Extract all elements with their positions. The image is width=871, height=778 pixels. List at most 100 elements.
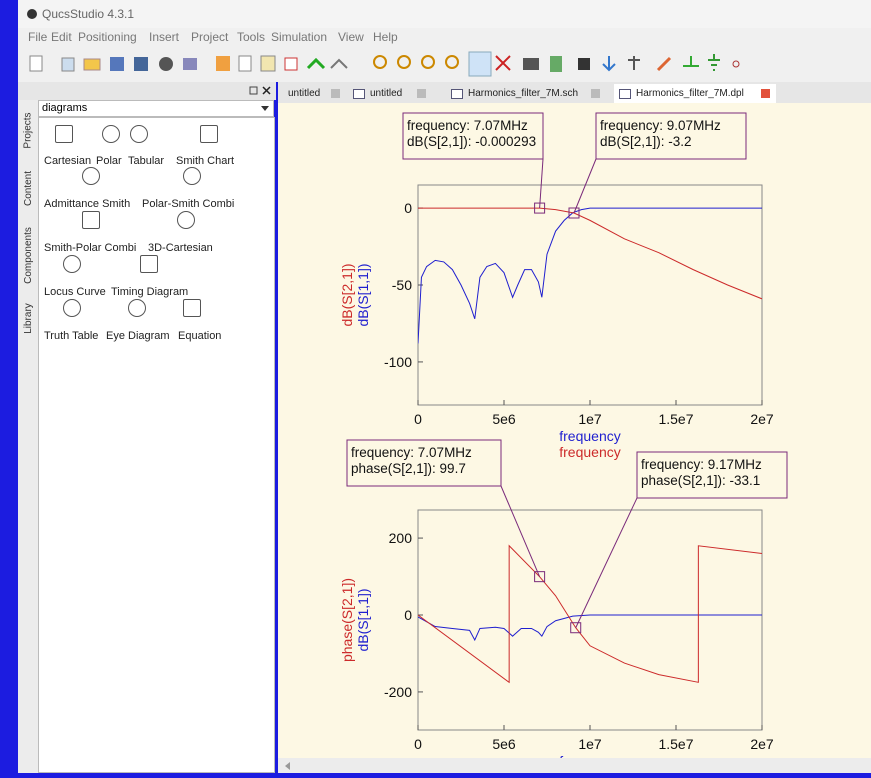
component-label[interactable]: Timing Diagram bbox=[111, 286, 188, 298]
tab-icon bbox=[353, 89, 365, 99]
component-label[interactable]: Polar bbox=[96, 155, 122, 167]
tab-close[interactable] bbox=[417, 89, 426, 98]
x-tick-label: 0 bbox=[414, 411, 422, 427]
toolbar bbox=[18, 46, 871, 82]
series-line bbox=[418, 546, 762, 683]
marker-leader bbox=[574, 159, 596, 213]
tab-label: untitled bbox=[370, 88, 402, 99]
tab-close[interactable] bbox=[331, 89, 340, 98]
x-tick-label: 1e7 bbox=[578, 736, 602, 752]
side-tab[interactable]: Projects bbox=[23, 112, 34, 148]
component-icon[interactable] bbox=[102, 125, 120, 143]
y-tick-label: 0 bbox=[404, 200, 412, 216]
y-axis-label: dB(S[1,1]) bbox=[355, 588, 371, 651]
y-tick-label: 200 bbox=[389, 530, 413, 546]
component-label[interactable]: 3D-Cartesian bbox=[148, 242, 213, 254]
dropdown-arrow bbox=[261, 106, 269, 112]
menu-item[interactable]: Simulation bbox=[271, 30, 327, 44]
component-icon[interactable] bbox=[177, 211, 195, 229]
component-label[interactable]: Truth Table bbox=[44, 330, 98, 342]
component-icon[interactable] bbox=[82, 211, 100, 229]
component-icon[interactable] bbox=[128, 299, 146, 317]
component-icon[interactable] bbox=[183, 167, 201, 185]
component-label[interactable]: Cartesian bbox=[44, 155, 91, 167]
plot-frame bbox=[418, 185, 762, 405]
x-axis-label: frequency bbox=[559, 428, 620, 444]
y-tick-label: 0 bbox=[404, 607, 412, 623]
x-tick-label: 2e7 bbox=[750, 411, 774, 427]
window-title: QucsStudio 4.3.1 bbox=[42, 7, 134, 21]
tab-icon bbox=[451, 89, 463, 99]
menu-item[interactable]: Project bbox=[191, 30, 228, 44]
x-tick-label: 1e7 bbox=[578, 411, 602, 427]
menu-bar: File Edit Positioning Insert Project Tools Sim… bbox=[18, 28, 871, 46]
menu-item[interactable]: View bbox=[338, 30, 364, 44]
document-tab[interactable]: Harmonics_filter_7M.dpl bbox=[614, 84, 776, 103]
app-icon bbox=[24, 6, 40, 22]
tab-close[interactable] bbox=[761, 89, 770, 98]
marker-text: dB(S[2,1]): -3.2 bbox=[600, 134, 692, 149]
scroll-arrow bbox=[278, 758, 298, 773]
y-axis-label: phase(S[2,1]) bbox=[339, 578, 355, 662]
horizontal-scrollbar[interactable] bbox=[278, 758, 871, 773]
side-tab[interactable]: Content bbox=[23, 170, 34, 205]
y-axis-label: dB(S[1,1]) bbox=[355, 263, 371, 326]
marker-text: phase(S[2,1]): -33.1 bbox=[641, 473, 760, 488]
component-icon[interactable] bbox=[82, 167, 100, 185]
component-label[interactable]: Eye Diagram bbox=[106, 330, 170, 342]
toolbar-buttons[interactable] bbox=[30, 52, 739, 76]
document-tab[interactable]: untitled bbox=[284, 84, 346, 103]
toolbar-icons bbox=[18, 46, 871, 82]
plot-frame bbox=[418, 510, 762, 730]
marker-text: dB(S[2,1]): -0.000293 bbox=[407, 134, 536, 149]
marker-text: frequency: 7.07MHz bbox=[351, 445, 472, 460]
component-icon[interactable] bbox=[63, 255, 81, 273]
x-tick-label: 5e6 bbox=[492, 736, 516, 752]
component-label[interactable]: Smith-Polar Combi bbox=[44, 242, 136, 254]
component-label[interactable]: Locus Curve bbox=[44, 286, 106, 298]
side-tab[interactable]: Library bbox=[22, 303, 33, 334]
component-label[interactable]: Tabular bbox=[128, 155, 164, 167]
selector-value: diagrams bbox=[42, 102, 87, 114]
series-line bbox=[418, 615, 762, 640]
menu-item[interactable]: Positioning bbox=[78, 30, 137, 44]
component-label[interactable]: Polar-Smith Combi bbox=[142, 198, 234, 210]
y-tick-label: -200 bbox=[384, 684, 412, 700]
menu-item[interactable]: Help bbox=[373, 30, 398, 44]
component-label[interactable]: Admittance Smith bbox=[44, 198, 130, 210]
menu-item[interactable]: Edit bbox=[51, 30, 72, 44]
series-line bbox=[418, 208, 762, 299]
document-tab[interactable]: untitled bbox=[348, 84, 432, 103]
tab-label: Harmonics_filter_7M.dpl bbox=[636, 88, 744, 99]
marker-text: phase(S[2,1]): 99.7 bbox=[351, 461, 466, 476]
component-icon[interactable] bbox=[130, 125, 148, 143]
x-axis-label: frequency bbox=[559, 444, 620, 460]
menu-item[interactable]: Tools bbox=[237, 30, 265, 44]
marker-text: frequency: 7.07MHz bbox=[407, 118, 528, 133]
category-selector[interactable]: diagrams bbox=[38, 100, 274, 117]
document-tab[interactable]: Harmonics_filter_7M.sch bbox=[446, 84, 606, 103]
component-icon[interactable] bbox=[200, 125, 218, 143]
component-label[interactable]: Equation bbox=[178, 330, 221, 342]
series-line bbox=[418, 208, 762, 343]
tab-icon bbox=[619, 89, 631, 99]
component-icon[interactable] bbox=[63, 299, 81, 317]
component-label[interactable]: Smith Chart bbox=[176, 155, 234, 167]
dock-header bbox=[18, 82, 276, 100]
marker-leader bbox=[540, 159, 543, 208]
tab-bar: untitled untitled Harmonics_filter_7M.sch H… bbox=[278, 82, 871, 103]
menu-item[interactable]: File bbox=[28, 30, 47, 44]
component-icon[interactable] bbox=[140, 255, 158, 273]
menu-item[interactable]: Insert bbox=[149, 30, 179, 44]
side-tab[interactable]: Components bbox=[22, 227, 33, 284]
x-tick-label: 2e7 bbox=[750, 736, 774, 752]
component-icon[interactable] bbox=[55, 125, 73, 143]
marker-leader bbox=[576, 498, 637, 628]
tab-close[interactable] bbox=[591, 89, 600, 98]
component-icon[interactable] bbox=[183, 299, 201, 317]
component-list: Cartesian Polar Tabular Smith Chart Admittan… bbox=[38, 117, 275, 773]
y-tick-label: -100 bbox=[384, 354, 412, 370]
x-tick-label: 0 bbox=[414, 736, 422, 752]
dock-buttons[interactable] bbox=[18, 82, 276, 100]
